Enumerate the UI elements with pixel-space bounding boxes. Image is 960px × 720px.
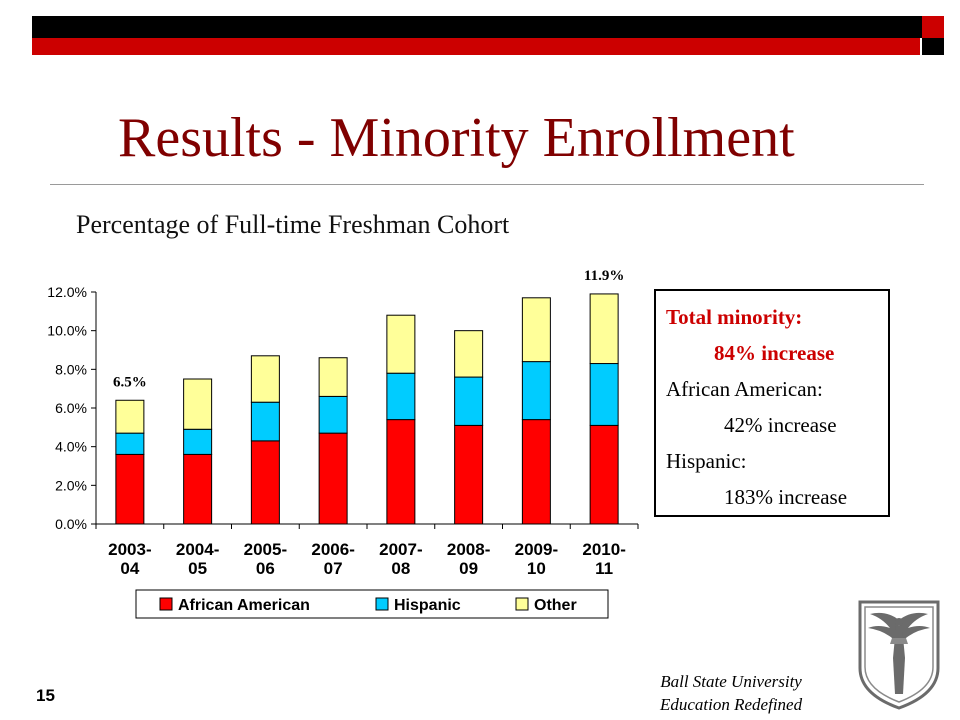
title-divider — [50, 184, 924, 185]
bar-other — [183, 378, 213, 430]
bar-hispanic — [386, 372, 416, 421]
bar-hispanic — [115, 432, 145, 455]
header-square-red — [922, 16, 944, 38]
x-tick-label: 06 — [256, 559, 275, 578]
x-tick-label: 11 — [595, 559, 613, 578]
university-seal-logo — [858, 600, 940, 710]
summary-box: Total minority: 84% increase African Ame… — [654, 289, 890, 517]
legend-swatch — [375, 597, 389, 611]
bar-hispanic — [454, 376, 484, 426]
x-tick-label: 05 — [188, 559, 207, 578]
y-tick-label: 8.0% — [55, 361, 87, 377]
bar-hispanic — [250, 401, 280, 442]
x-tick-label: 2007- — [379, 540, 422, 559]
y-tick-label: 2.0% — [55, 477, 87, 493]
bar-african-american — [115, 453, 145, 525]
bar-other — [318, 357, 348, 397]
x-tick-label: 2005- — [244, 540, 287, 559]
bar-african-american — [250, 440, 280, 525]
footer-tagline: Education Redefined — [660, 695, 803, 714]
page-number: 15 — [36, 686, 55, 705]
summary-hispanic-increase: 183% increase — [724, 485, 848, 509]
bar-other — [250, 355, 280, 403]
legend-label: Hispanic — [394, 597, 461, 614]
y-tick-label: 10.0% — [47, 323, 87, 339]
bar-african-american — [183, 453, 213, 525]
legend-swatch — [515, 597, 529, 611]
x-tick-label: 2004- — [176, 540, 219, 559]
bar-hispanic — [318, 395, 348, 434]
bar-other — [386, 314, 416, 374]
x-tick-label: 07 — [324, 559, 343, 578]
x-tick-label: 10 — [527, 559, 546, 578]
y-tick-label: 4.0% — [55, 439, 87, 455]
y-tick-label: 0.0% — [55, 516, 87, 532]
x-tick-label: 2008- — [447, 540, 490, 559]
x-tick-label: 04 — [120, 559, 139, 578]
bar-african-american — [589, 424, 619, 525]
slide-title: Results - Minority Enrollment — [118, 107, 795, 169]
data-label: 11.9% — [584, 268, 624, 284]
bar-hispanic — [183, 428, 213, 455]
legend-label: Other — [534, 597, 577, 614]
footer-university: Ball State University — [660, 672, 802, 691]
summary-hispanic-label: Hispanic: — [666, 449, 747, 473]
x-tick-label: 09 — [459, 559, 478, 578]
legend-label: African American — [178, 597, 310, 614]
legend-box — [135, 589, 609, 619]
bar-african-american — [454, 424, 484, 525]
header-bar-black — [32, 16, 944, 38]
footer-text: Ball State University Education Redefine… — [660, 670, 802, 716]
header-square-black — [922, 38, 944, 55]
x-tick-label: 2006- — [311, 540, 354, 559]
header-bar-red — [32, 38, 920, 55]
summary-total-increase: 84% increase — [714, 341, 835, 365]
x-tick-label: 2009- — [515, 540, 558, 559]
summary-african-label: African American: — [666, 377, 823, 401]
x-tick-label: 2010- — [582, 540, 625, 559]
x-tick-label: 2003- — [108, 540, 151, 559]
summary-heading: Total minority: — [666, 305, 803, 329]
x-tick-label: 08 — [391, 559, 410, 578]
bar-african-american — [521, 419, 551, 525]
legend-swatch — [159, 597, 173, 611]
data-label: 6.5% — [113, 374, 147, 390]
bar-other — [454, 330, 484, 378]
bar-african-american — [386, 419, 416, 525]
bar-hispanic — [589, 363, 619, 426]
bar-other — [521, 297, 551, 363]
y-tick-label: 6.0% — [55, 400, 87, 416]
summary-african-increase: 42% increase — [724, 413, 837, 437]
bar-african-american — [318, 432, 348, 525]
y-tick-label: 12.0% — [47, 284, 87, 300]
bar-hispanic — [521, 361, 551, 421]
bar-other — [589, 293, 619, 365]
bar-other — [115, 399, 145, 434]
chart-subtitle: Percentage of Full-time Freshman Cohort — [76, 210, 510, 239]
